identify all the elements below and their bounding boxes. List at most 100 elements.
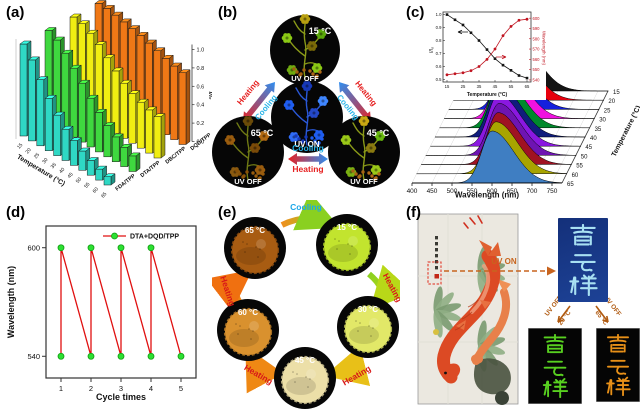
- flower-center: [321, 99, 325, 103]
- powder-shade: [349, 326, 379, 344]
- temp-tick-label: 50: [75, 176, 83, 184]
- inset-rtick-label: 540: [533, 78, 541, 83]
- bar-top: [136, 98, 149, 103]
- inset-red-marker: [525, 17, 529, 21]
- temp-tick-label: 55: [576, 164, 583, 170]
- powder-dot: [372, 327, 374, 329]
- bar-top: [161, 55, 174, 59]
- temp-tick-label: 30: [41, 157, 49, 165]
- powder-edge: [223, 307, 273, 357]
- x-tick-label: 2: [89, 384, 93, 393]
- bar-top: [86, 94, 99, 99]
- powder-dot: [359, 322, 361, 324]
- powder-dot: [235, 169, 239, 173]
- powder-dot: [354, 172, 358, 176]
- inset-right-arrow: [496, 54, 507, 60]
- temp-tick-label: 50: [581, 154, 588, 160]
- powder-dot: [250, 338, 252, 340]
- uv-off-20-arrow: [557, 305, 571, 323]
- inset-rtick-label: 560: [533, 57, 541, 62]
- ink-rock-small: [495, 391, 509, 405]
- bar-top: [69, 13, 82, 18]
- powder-temp-label: 45 °C: [295, 356, 315, 365]
- powder-dot: [336, 248, 338, 250]
- koi-big-tail: [479, 240, 501, 256]
- powder-dot: [313, 139, 317, 143]
- temp-tick-label: 45: [585, 145, 592, 151]
- spectrum-curve: [411, 130, 563, 184]
- bar-top: [77, 20, 91, 24]
- bar-top: [61, 49, 74, 54]
- bar-top: [52, 36, 66, 41]
- inset-bg: [426, 8, 546, 100]
- bar-top: [111, 133, 124, 138]
- inset-ltick-label: 0.9: [436, 25, 442, 30]
- powder-dot: [254, 174, 258, 178]
- flower-center: [374, 168, 378, 172]
- powder-shade: [229, 329, 259, 347]
- powder-highlight: [249, 321, 259, 331]
- photo-top-branch: [281, 14, 327, 79]
- panel-f: (f) UV ON UV OFF 20 °C UV OFF 65 °C: [400, 200, 640, 410]
- inset-black-marker: [485, 48, 489, 51]
- powder-dot: [238, 172, 242, 176]
- panel-e-graphic: 65 °C 15 °C30 °C45 °C60 °CCoolingHeatingH…: [212, 200, 400, 409]
- temp-tick-label: 45: [67, 172, 75, 180]
- powder-dot: [357, 330, 359, 332]
- powder-blob: [225, 309, 271, 355]
- photo-br-state: UV OFF: [350, 177, 378, 186]
- powder-edge: [343, 304, 393, 354]
- powder-dot: [310, 136, 314, 140]
- inset-red-marker: [485, 57, 489, 61]
- double-arrow: [243, 82, 275, 122]
- panel-d: (d) 540 600 1 2 3 4 5 DTA+DQD/TPP Wavelength (nm…: [0, 200, 212, 410]
- red-seal: [434, 274, 439, 279]
- bar-top: [127, 25, 141, 29]
- powder-dot: [320, 137, 324, 141]
- powder-edge: [230, 225, 280, 275]
- yellow-flower: [433, 329, 439, 335]
- powder-dot: [245, 170, 249, 174]
- bar-top: [44, 27, 57, 31]
- temp-tick-label: 40: [590, 136, 597, 142]
- bar-top: [78, 147, 91, 152]
- double-arrow: [339, 82, 371, 122]
- flower-center: [253, 146, 257, 150]
- calligraphy-mark: [435, 254, 438, 258]
- z-tick-label: 0.4: [197, 103, 205, 109]
- ink-rock: [473, 358, 511, 395]
- bar-top: [111, 67, 124, 72]
- x-axis-label: Cycle times: [96, 392, 146, 402]
- powder-dot: [294, 381, 296, 383]
- bar-top: [52, 111, 66, 116]
- powder-dot: [251, 171, 255, 175]
- cycle-arrow: [280, 200, 341, 231]
- bar-front: [103, 176, 112, 186]
- x-tick-label: 1: [59, 384, 63, 393]
- flower-center: [317, 133, 321, 137]
- bar: [153, 113, 166, 159]
- inset-ltick-label: 0.7: [436, 51, 442, 56]
- y-tick-label: 540: [27, 352, 40, 361]
- inset-red-marker: [509, 25, 513, 28]
- bar-top: [103, 122, 116, 126]
- flower-center: [378, 134, 382, 138]
- powder-dot: [347, 243, 349, 245]
- inset-ltick-label: 1.0: [436, 12, 442, 17]
- x-axis-label: Wavelength (nm): [455, 191, 519, 200]
- powder-dot: [261, 172, 265, 176]
- panel-f-label: (f): [406, 204, 421, 221]
- powder-dot: [257, 256, 259, 258]
- legend-label: DTA+DQD/TPP: [130, 234, 179, 241]
- temp-tick-label: 35: [595, 127, 602, 133]
- koi-head: [441, 363, 461, 381]
- powder-shade: [286, 377, 316, 395]
- powder-highlight: [369, 318, 379, 328]
- powder-blob: [345, 306, 391, 352]
- temp-tick-label: 65: [567, 182, 574, 188]
- bar-top: [103, 173, 116, 177]
- powder-dot: [300, 140, 304, 144]
- bar-top: [178, 69, 191, 73]
